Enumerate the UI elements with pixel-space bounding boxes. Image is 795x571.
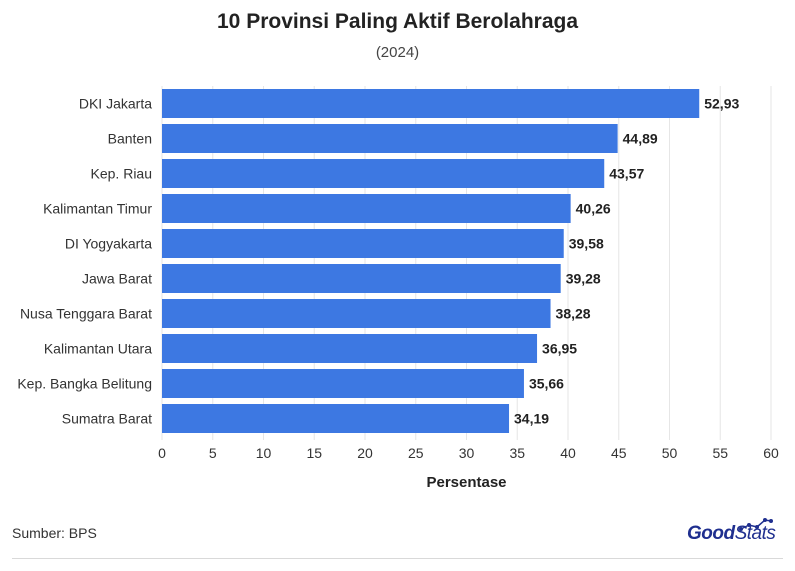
footer-divider (12, 558, 783, 559)
category-label: Kep. Bangka Belitung (17, 376, 152, 392)
x-tick-label: 50 (662, 445, 678, 461)
data-label: 52,93 (704, 96, 739, 112)
x-tick-label: 10 (256, 445, 272, 461)
x-tick-label: 5 (209, 445, 217, 461)
data-label: 43,57 (609, 166, 644, 182)
x-tick-label: 40 (560, 445, 576, 461)
x-tick-label: 0 (158, 445, 166, 461)
bar-chart: 0 5 10 15 20 25 30 35 40 45 50 55 60 DKI Jakarta 52,93… (17, 86, 779, 491)
source-note: Sumber: BPS (12, 525, 97, 541)
bar (162, 404, 510, 433)
bar (162, 159, 605, 188)
data-label: 44,89 (623, 131, 658, 147)
chart-subtitle: (2024) (375, 44, 420, 61)
bar (162, 229, 564, 258)
x-tick-label: 55 (712, 445, 728, 461)
data-label: 36,95 (542, 341, 577, 357)
category-label: DI Yogyakarta (65, 236, 152, 252)
bar (162, 299, 551, 328)
x-tick-label: 35 (509, 445, 525, 461)
bar (162, 334, 538, 363)
category-label: Sumatra Barat (62, 411, 152, 427)
x-tick-label: 25 (408, 445, 424, 461)
x-tick-label: 60 (763, 445, 779, 461)
category-label: Jawa Barat (82, 271, 152, 287)
data-label: 38,28 (556, 306, 591, 322)
chart-title: 10 Provinsi Paling Aktif Berolahraga (217, 10, 578, 33)
data-label: 39,28 (566, 271, 601, 287)
data-label: 40,26 (576, 201, 611, 217)
bar (162, 264, 561, 293)
logo-chart-icon (739, 518, 773, 531)
category-label: Banten (108, 131, 152, 147)
x-tick-label: 20 (357, 445, 373, 461)
goodstats-logo: GoodStats (683, 515, 783, 547)
category-label: Kalimantan Timur (43, 201, 152, 217)
logo-good: Good (687, 523, 735, 544)
data-label: 34,19 (514, 411, 549, 427)
bar (162, 124, 618, 153)
data-label: 39,58 (569, 236, 604, 252)
bar (162, 194, 571, 223)
logo-stats: Stats (734, 523, 776, 544)
bar (162, 89, 700, 118)
x-tick-label: 45 (611, 445, 627, 461)
x-tick-label: 15 (306, 445, 322, 461)
category-label: Nusa Tenggara Barat (20, 306, 152, 322)
category-label: Kalimantan Utara (44, 341, 152, 357)
logo-text: GoodStats (687, 523, 776, 545)
bar (162, 369, 524, 398)
category-label: Kep. Riau (91, 166, 152, 182)
data-label: 35,66 (529, 376, 564, 392)
x-tick-label: 30 (459, 445, 475, 461)
x-axis-title: Persentase (426, 474, 506, 491)
category-label: DKI Jakarta (79, 96, 152, 112)
